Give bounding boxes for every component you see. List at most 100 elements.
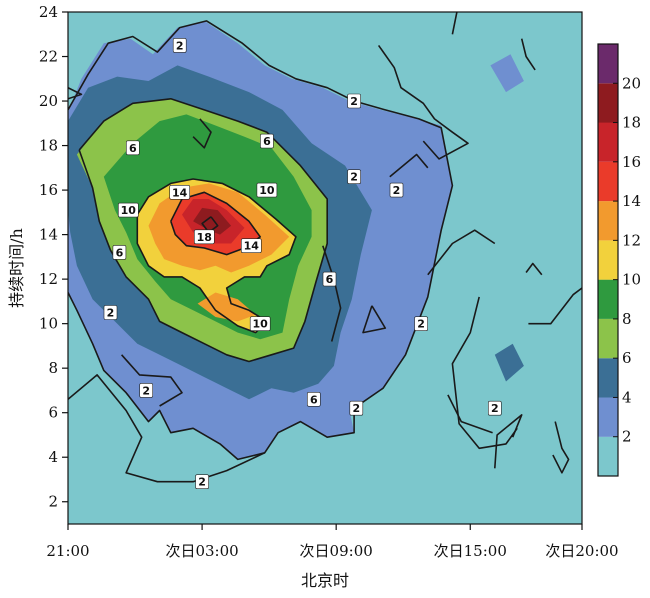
contour-line-2-0 [68, 20, 454, 461]
contour-label-7: 2 [349, 400, 364, 416]
contour-label-6: 2 [195, 474, 209, 490]
colorbar-tick-label: 20 [622, 74, 641, 92]
colorbar-frame [597, 43, 619, 477]
contour-label-text: 2 [142, 384, 150, 397]
y-tick-label: 10 [39, 315, 58, 333]
contour-label-15: 10 [118, 202, 139, 218]
contour-label-16: 10 [256, 182, 278, 198]
contour-label-text: 2 [417, 318, 425, 331]
colorbar-segment-2 [598, 358, 618, 398]
contour-line-2-2 [68, 374, 266, 483]
contour-label-box [347, 169, 361, 184]
y-tick-label: 22 [39, 48, 58, 66]
contour-line-2-14 [68, 86, 83, 100]
x-axis: 21:00 次日03:00 次日09:00 次日15:00 次日20:00 [46, 524, 619, 560]
contour-label-text: 2 [350, 95, 358, 108]
colorbar-tick-label: 8 [622, 310, 632, 328]
contour-line-2-5 [447, 394, 493, 434]
colorbar-segment-8 [598, 122, 618, 162]
contour-label-text: 14 [244, 240, 260, 253]
contour-label-text: 2 [107, 307, 115, 320]
contour-label-13: 6 [322, 271, 337, 287]
y-axis-title: 持续时间/h [7, 228, 26, 308]
colorbar-segment-3 [598, 318, 618, 359]
contour-label-box [103, 305, 118, 320]
contour-label-8: 2 [414, 316, 428, 332]
x-tick-label: 次日09:00 [300, 542, 373, 560]
contour-lines [68, 12, 582, 483]
contour-label-text: 18 [197, 231, 212, 244]
contour-label-11: 6 [260, 133, 274, 149]
colorbar: 2 4 6 8 10 12 14 16 18 20 [597, 43, 641, 477]
x-tick-label: 次日20:00 [545, 542, 618, 560]
colorbar-segment-6 [598, 201, 618, 241]
y-tick-label: 12 [39, 270, 58, 288]
region-level-4-3 [494, 343, 524, 382]
contour-label-text: 6 [129, 142, 137, 155]
colorbar-tick-label: 14 [622, 192, 641, 210]
contour-label-2: 2 [347, 169, 361, 184]
contour-line-2-15 [362, 305, 387, 334]
contour-label-box [241, 238, 262, 253]
contour-line-2-12 [377, 44, 469, 160]
contour-label-box [349, 400, 364, 416]
contour-label-text: 10 [253, 318, 269, 331]
contour-label-box [126, 140, 140, 156]
y-tick-label: 2 [48, 493, 58, 511]
contour-label-text: 6 [310, 393, 318, 406]
contour-line-2-13 [451, 12, 458, 35]
contour-label-text: 10 [121, 204, 137, 217]
contour-label-box [112, 245, 127, 260]
contour-line-2-4 [528, 287, 582, 325]
contour-label-text: 2 [176, 39, 184, 52]
x-tick-label: 次日15:00 [434, 542, 507, 560]
colorbar-segment-7 [598, 161, 618, 202]
contour-labels: 2 2 2 2 2 2 2 2 2 2 6 6 6 6 6 10 10 10 14 14 18 [103, 38, 502, 490]
colorbar-tick-label: 6 [622, 349, 632, 367]
contour-label-box [118, 202, 139, 218]
y-tick-label: 4 [48, 448, 58, 466]
contour-label-19: 14 [241, 238, 262, 253]
plot-frame [67, 11, 583, 525]
contour-label-text: 6 [116, 246, 124, 259]
contour-label-18: 14 [169, 185, 190, 200]
x-tick-label: 次日03:00 [165, 542, 238, 560]
region-level-2-1 [490, 54, 524, 93]
colorbar-segment-9 [598, 83, 618, 123]
y-tick-label: 8 [48, 359, 58, 377]
contour-line-6-1 [192, 118, 212, 149]
contour-label-10: 6 [126, 140, 140, 156]
contour-label-box [306, 391, 321, 407]
colorbar-tick-label: 2 [622, 428, 632, 446]
contour-label-12: 6 [112, 245, 127, 260]
contour-label-text: 2 [491, 402, 499, 415]
colorbar-tick-label: 18 [622, 114, 641, 132]
contour-label-box [260, 133, 274, 149]
colorbar-tick-label: 10 [622, 271, 641, 289]
contour-label-text: 14 [172, 186, 188, 199]
y-tick-label: 16 [39, 181, 58, 199]
plot-area: 2 2 2 2 2 2 2 2 2 2 6 6 6 6 6 10 10 10 14 14 18 [68, 12, 582, 524]
contour-label-box [322, 271, 337, 287]
contour-line-6-2 [322, 245, 342, 342]
contour-line-2-3 [451, 296, 518, 450]
contour-label-text: 2 [350, 171, 358, 184]
contour-label-box [169, 185, 190, 200]
contour-line-2-10 [427, 229, 496, 276]
contour-label-box [172, 38, 187, 53]
contour-label-5: 2 [139, 383, 153, 398]
contour-label-box [256, 182, 278, 198]
contour-label-9: 2 [487, 400, 502, 416]
contour-line-2-11 [525, 262, 543, 276]
contour-label-box [389, 182, 404, 198]
contour-label-text: 2 [393, 184, 401, 197]
contour-line-6-0 [78, 98, 329, 363]
colorbar-tick-label: 4 [622, 388, 632, 406]
region-level-12-8 [197, 292, 256, 322]
x-tick-label: 21:00 [46, 542, 89, 560]
contour-line-10-0 [136, 178, 297, 334]
y-tick-label: 24 [39, 3, 58, 21]
contour-label-14: 6 [306, 391, 321, 407]
region-level-18-11 [193, 207, 232, 235]
